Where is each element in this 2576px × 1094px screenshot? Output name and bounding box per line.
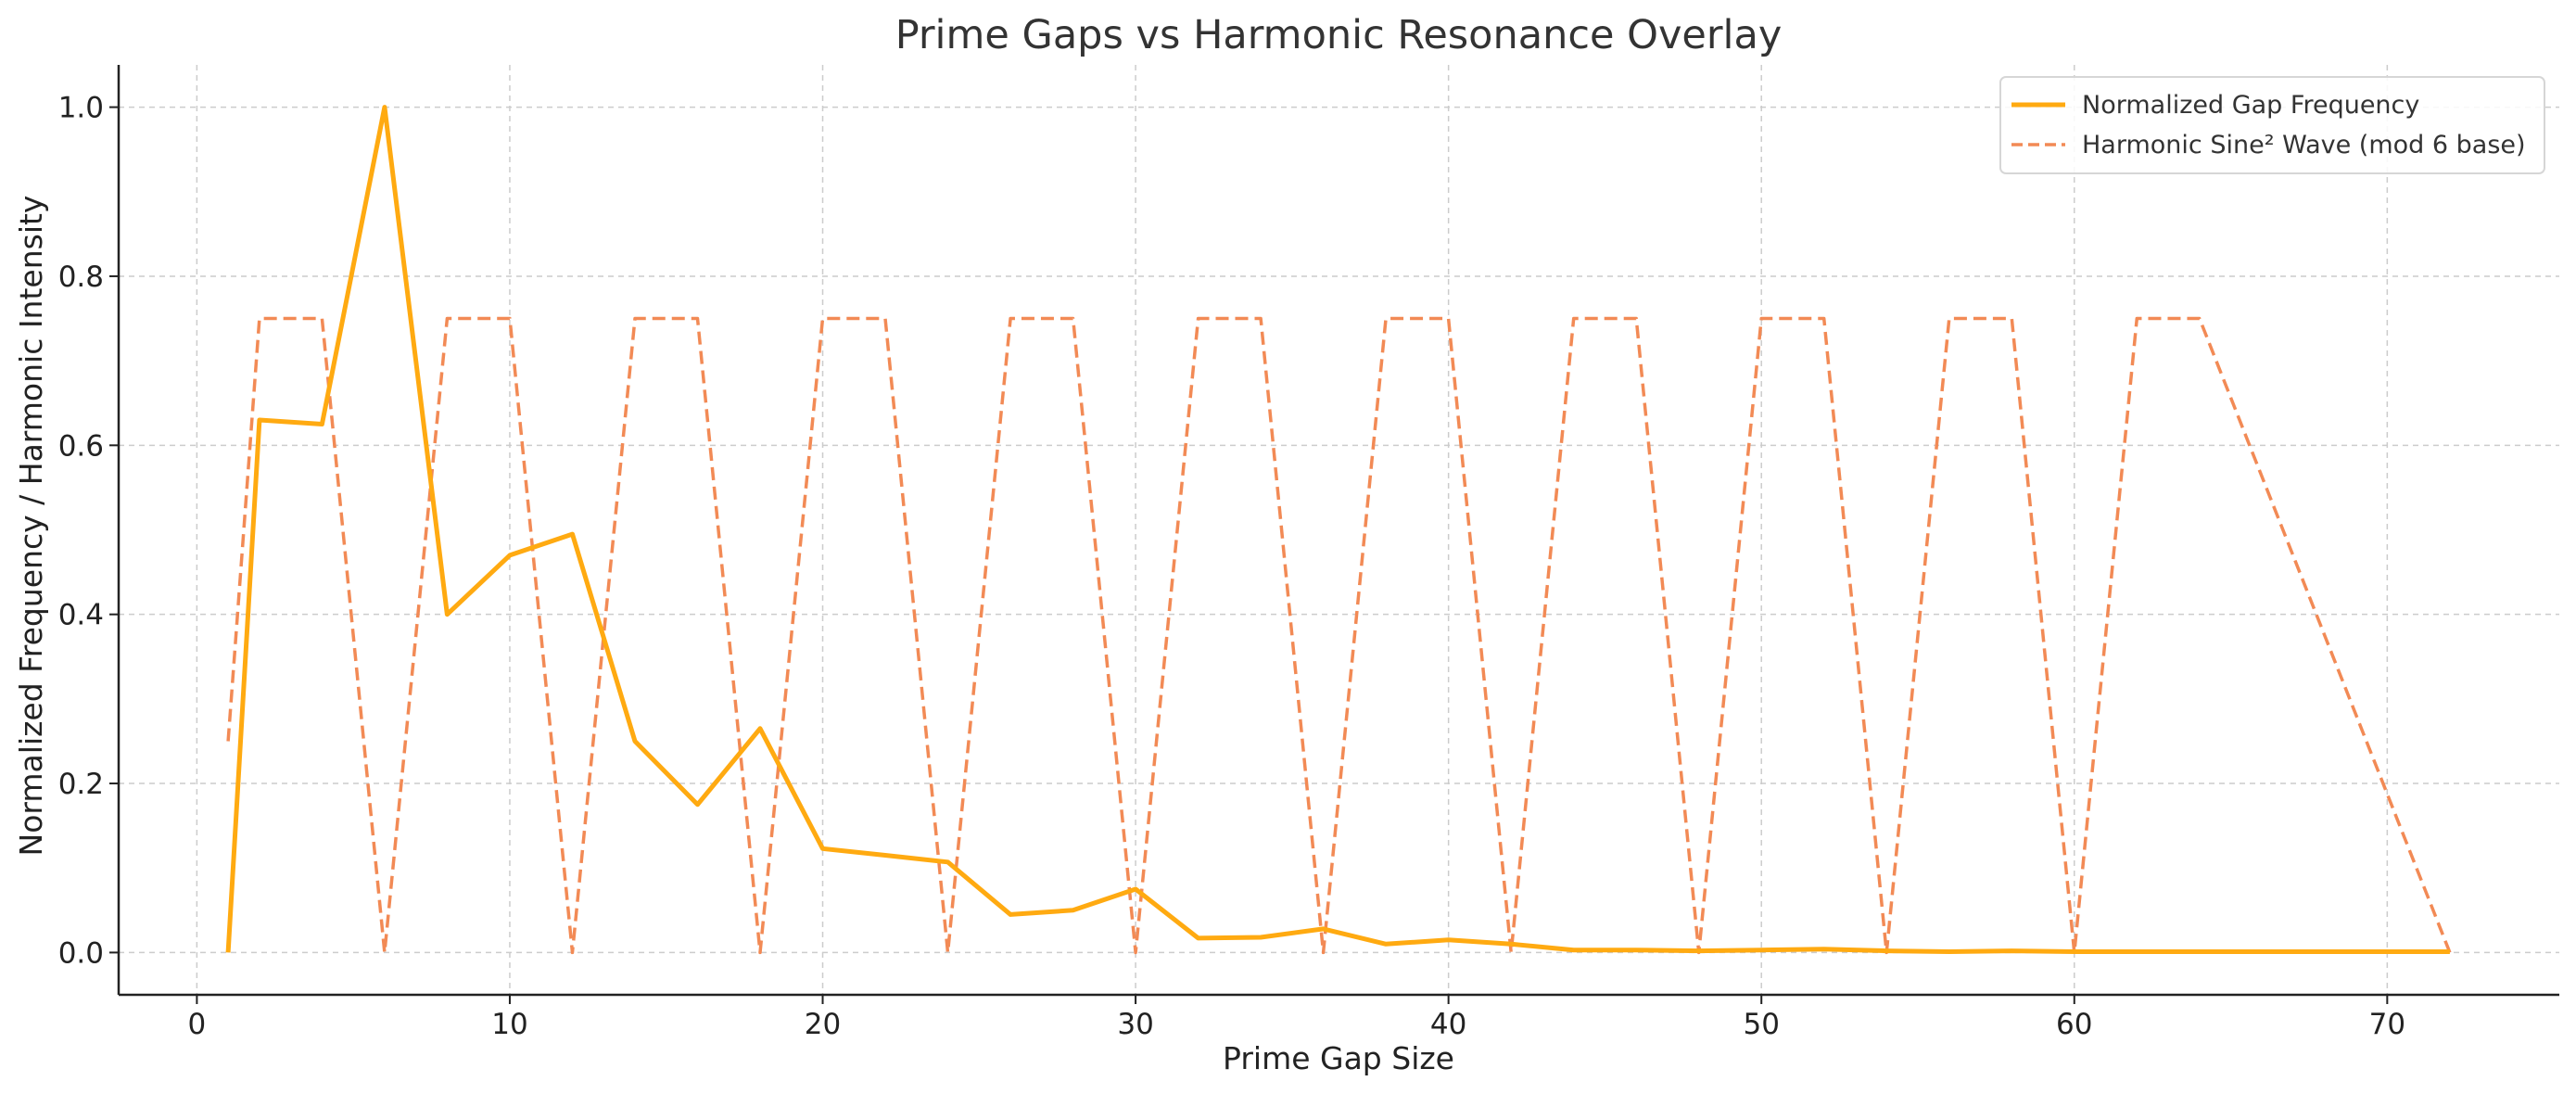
chart-title: Prime Gaps vs Harmonic Resonance Overlay	[895, 12, 1783, 58]
y-tick-label: 0.2	[58, 768, 104, 801]
y-axis-label: Normalized Frequency / Harmonic Intensit…	[13, 196, 49, 857]
gap-frequency-line	[225, 105, 2450, 954]
y-tick-label: 0.8	[58, 261, 104, 294]
gridlines	[119, 65, 2559, 995]
x-ticks: 0 10 20 30 40 50 60 70	[188, 995, 2405, 1041]
x-tick-label: 20	[805, 1008, 841, 1041]
series-lines	[225, 105, 2452, 955]
y-tick-label: 0.0	[58, 936, 104, 970]
y-ticks: 0.0 0.2 0.4 0.6 0.8 1.0	[58, 92, 119, 970]
axes	[117, 65, 2559, 997]
legend-label: Normalized Gap Frequency	[2082, 91, 2419, 120]
legend: Normalized Gap Frequency Harmonic Sine² W…	[1999, 76, 2545, 174]
x-tick-label: 70	[2369, 1008, 2405, 1041]
x-tick-label: 0	[188, 1008, 207, 1041]
harmonic-wave-line	[226, 316, 2452, 955]
x-axis-label: Prime Gap Size	[1223, 1040, 1454, 1076]
y-tick-label: 1.0	[58, 92, 104, 125]
x-tick-label: 30	[1117, 1008, 1153, 1041]
legend-box	[1999, 76, 2545, 174]
y-tick-label: 0.4	[58, 599, 104, 632]
x-tick-label: 50	[1743, 1008, 1779, 1041]
x-tick-label: 60	[2056, 1008, 2092, 1041]
x-tick-label: 10	[491, 1008, 527, 1041]
y-tick-label: 0.6	[58, 429, 104, 463]
legend-label: Harmonic Sine² Wave (mod 6 base)	[2082, 131, 2526, 159]
x-tick-label: 40	[1430, 1008, 1466, 1041]
